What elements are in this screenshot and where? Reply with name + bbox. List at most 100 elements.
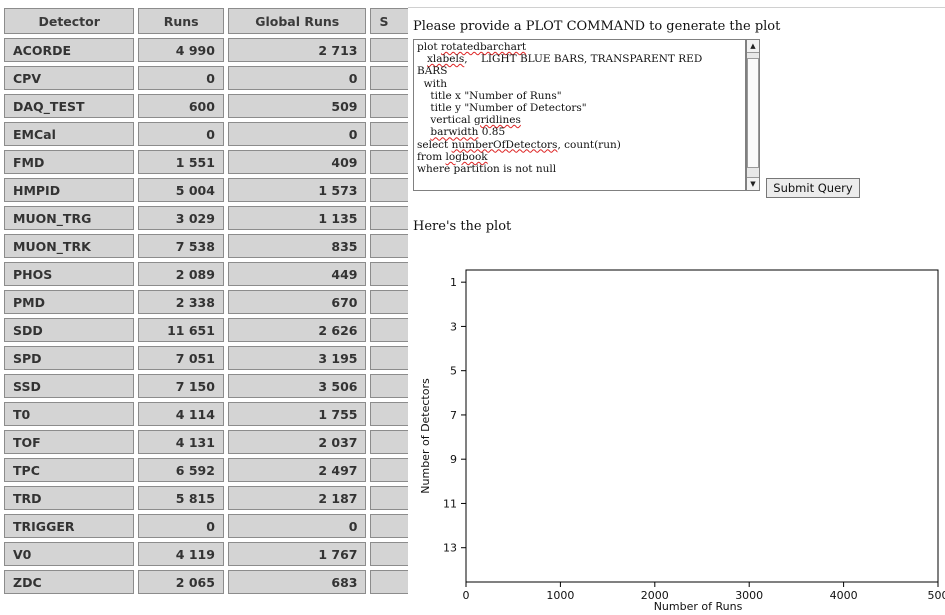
command-line: select numberOfDetectors, count(run) [417, 138, 621, 151]
plot-panel: Please provide a PLOT COMMAND to generat… [408, 0, 945, 615]
plot-command-prompt: Please provide a PLOT COMMAND to generat… [413, 19, 781, 34]
detector-cell: PHOS [4, 262, 135, 286]
detector-cell: CPV [4, 66, 135, 90]
runs-cell: 600 [138, 94, 224, 118]
runs-cell: 7 051 [138, 346, 224, 370]
runs-cell: 4 131 [138, 430, 224, 454]
runs-cell: 5 004 [138, 178, 224, 202]
scroll-up-arrow-icon[interactable]: ▲ [747, 40, 759, 53]
detector-cell: PMD [4, 290, 135, 314]
detector-cell: TRD [4, 486, 135, 510]
s-cell [370, 318, 408, 342]
table-row: EMCal 0 0 [4, 122, 408, 146]
table-row: FMD 1 551 409 [4, 150, 408, 174]
table-row: T0 4 114 1 755 [4, 402, 408, 426]
detector-cell: V0 [4, 542, 135, 566]
col-header-detector[interactable]: Detector [4, 8, 135, 34]
s-cell [370, 458, 408, 482]
detector-cell: ACORDE [4, 38, 135, 62]
s-cell [370, 346, 408, 370]
detector-cell: FMD [4, 150, 135, 174]
command-line: xlabels, LIGHT BLUE BARS, TRANSPARENT RE… [427, 53, 703, 66]
runs-cell: 4 990 [138, 38, 224, 62]
command-line: title y "Number of Detectors" [417, 102, 587, 115]
table-row: TOF 4 131 2 037 [4, 430, 408, 454]
y-tick-label: 7 [450, 409, 457, 422]
table-row: TPC 6 592 2 497 [4, 458, 408, 482]
plot-command-textarea[interactable]: plot rotatedbarchart xlabels, LIGHT BLUE… [413, 39, 746, 191]
y-tick-label: 9 [450, 453, 457, 466]
table-header-row: Detector Runs Global Runs S [4, 8, 408, 34]
table-row: SSD 7 150 3 506 [4, 374, 408, 398]
global-runs-cell: 509 [227, 94, 367, 118]
table-row: TRIGGER 0 0 [4, 514, 408, 538]
runs-cell: 7 538 [138, 234, 224, 258]
s-cell [370, 178, 408, 202]
detector-table-panel: Detector Runs Global Runs S ACORDE 4 990 2… [0, 0, 408, 615]
runs-cell: 0 [138, 122, 224, 146]
global-runs-cell: 1 767 [227, 542, 367, 566]
global-runs-cell: 1 755 [227, 402, 367, 426]
command-line: vertical gridlines [417, 114, 521, 127]
textarea-scrollbar[interactable]: ▲ ▼ [746, 39, 760, 191]
detector-cell: EMCal [4, 122, 135, 146]
command-line: title x "Number of Runs" [417, 89, 562, 102]
global-runs-cell: 2 187 [227, 486, 367, 510]
detector-cell: DAQ_TEST [4, 94, 135, 118]
plot-caption: Here's the plot [413, 219, 512, 234]
col-header-runs[interactable]: Runs [138, 8, 224, 34]
runs-cell: 11 651 [138, 318, 224, 342]
runs-cell: 0 [138, 514, 224, 538]
x-tick-label: 0 [463, 589, 470, 602]
global-runs-cell: 2 497 [227, 458, 367, 482]
runs-cell: 7 150 [138, 374, 224, 398]
global-runs-cell: 670 [227, 290, 367, 314]
runs-cell: 1 551 [138, 150, 224, 174]
detector-cell: HMPID [4, 178, 135, 202]
global-runs-cell: 2 713 [227, 38, 367, 62]
col-header-global-runs[interactable]: Global Runs [227, 8, 367, 34]
s-cell [370, 38, 408, 62]
global-runs-cell: 3 506 [227, 374, 367, 398]
y-tick-label: 5 [450, 365, 457, 378]
table-row: MUON_TRG 3 029 1 135 [4, 206, 408, 230]
scrollbar-thumb[interactable] [747, 58, 759, 168]
s-cell [370, 234, 408, 258]
detector-cell: SSD [4, 374, 135, 398]
s-cell [370, 94, 408, 118]
global-runs-cell: 409 [227, 150, 367, 174]
runs-cell: 0 [138, 66, 224, 90]
detector-cell: TOF [4, 430, 135, 454]
command-line: where partition is not null [417, 163, 557, 176]
x-tick-label: 1000 [546, 589, 574, 602]
command-line: BARS [417, 65, 448, 78]
s-cell [370, 262, 408, 286]
table-row: PMD 2 338 670 [4, 290, 408, 314]
global-runs-cell: 449 [227, 262, 367, 286]
global-runs-cell: 835 [227, 234, 367, 258]
top-divider [408, 7, 945, 8]
s-cell [370, 486, 408, 510]
global-runs-cell: 2 037 [227, 430, 367, 454]
s-cell [370, 374, 408, 398]
global-runs-cell: 3 195 [227, 346, 367, 370]
scroll-down-arrow-icon[interactable]: ▼ [747, 177, 759, 190]
runs-cell: 6 592 [138, 458, 224, 482]
global-runs-cell: 2 626 [227, 318, 367, 342]
s-cell [370, 570, 408, 594]
x-tick-label: 4000 [830, 589, 858, 602]
runs-cell: 2 065 [138, 570, 224, 594]
global-runs-cell: 1 135 [227, 206, 367, 230]
table-row: SDD 11 651 2 626 [4, 318, 408, 342]
runs-cell: 4 119 [138, 542, 224, 566]
detector-cell: MUON_TRK [4, 234, 135, 258]
detector-cell: MUON_TRG [4, 206, 135, 230]
table-row: ACORDE 4 990 2 713 [4, 38, 408, 62]
table-row: ZDC 2 065 683 [4, 570, 408, 594]
runs-cell: 2 338 [138, 290, 224, 314]
s-cell [370, 290, 408, 314]
table-row: CPV 0 0 [4, 66, 408, 90]
submit-query-button[interactable]: Submit Query [766, 178, 860, 198]
col-header-s[interactable]: S [370, 8, 408, 34]
x-tick-label: 2000 [641, 589, 669, 602]
